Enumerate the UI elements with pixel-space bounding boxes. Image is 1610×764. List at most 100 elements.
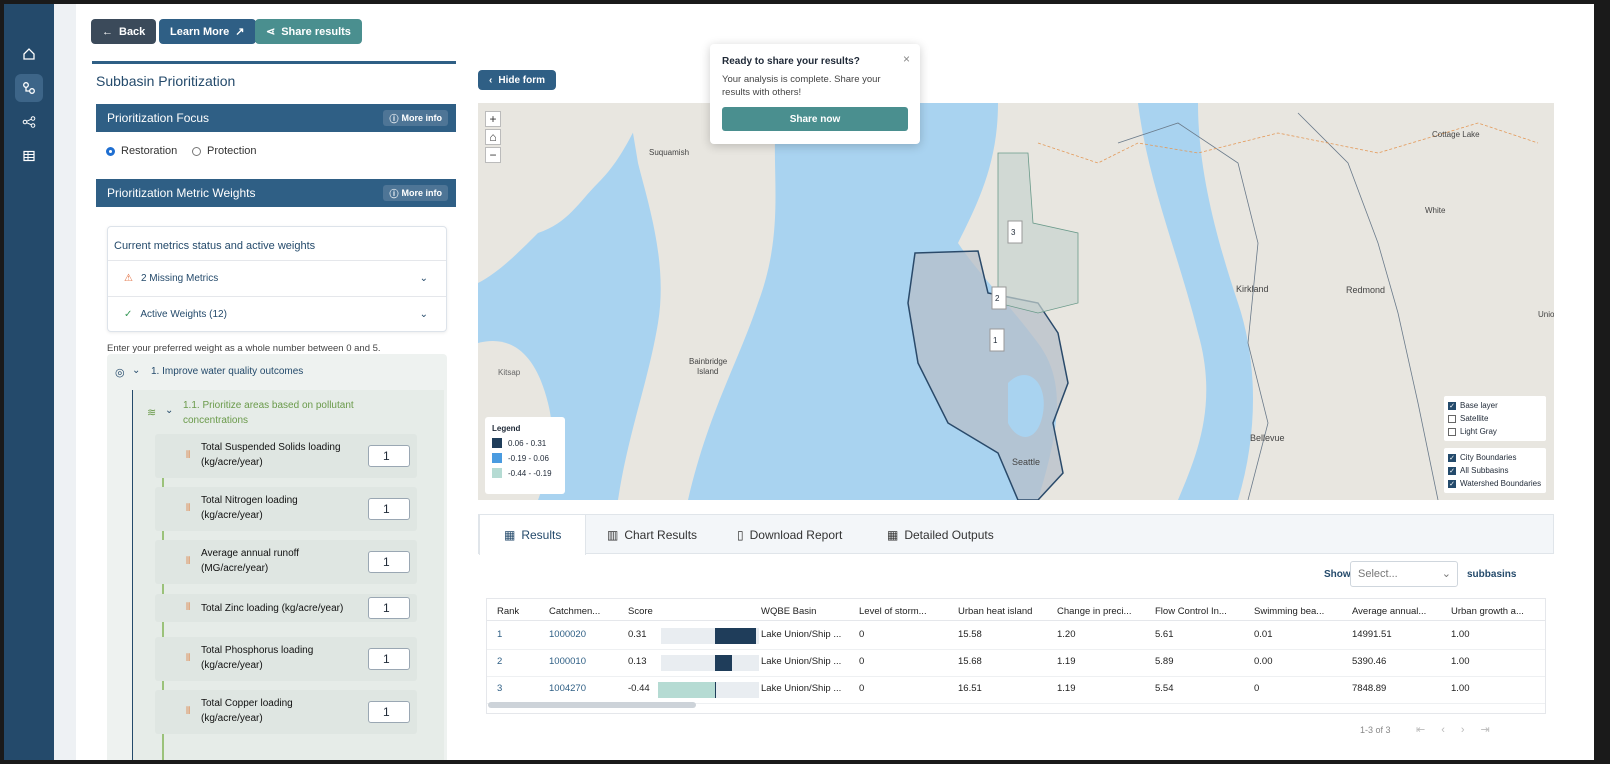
- popup-title: Ready to share your results?: [722, 56, 860, 67]
- table-cell: 5.61: [1155, 629, 1174, 640]
- column-header[interactable]: WQBE Basin: [761, 606, 817, 617]
- horizontal-scrollbar[interactable]: [488, 702, 696, 708]
- rows-select[interactable]: Select... ⌄: [1350, 561, 1458, 587]
- checkbox[interactable]: [1448, 427, 1456, 436]
- back-button[interactable]: ← Back: [91, 19, 157, 44]
- column-header[interactable]: Score: [628, 606, 653, 617]
- chevron-down-icon[interactable]: ⌄: [165, 405, 174, 416]
- tab-download-report[interactable]: ▯ Download Report: [737, 528, 843, 542]
- checkbox[interactable]: ✓: [1448, 479, 1456, 488]
- checkbox[interactable]: ✓: [1448, 466, 1456, 475]
- nav-rail: [4, 4, 54, 760]
- table-cell: 0.00: [1254, 656, 1273, 667]
- learn-more-button[interactable]: Learn More ↗: [159, 19, 256, 44]
- radio-protection-dot: [192, 146, 201, 156]
- weights-more-info-button[interactable]: ⓘ More info: [383, 185, 448, 201]
- share-results-button[interactable]: ⋖ Share results: [255, 19, 362, 44]
- layer-toggle[interactable]: ✓ All Subbasins: [1448, 466, 1509, 475]
- focus-more-info-button[interactable]: ⓘ More info: [383, 110, 448, 126]
- table-cell: Lake Union/Ship ...: [761, 683, 842, 694]
- column-header[interactable]: Level of storm...: [859, 606, 927, 617]
- radio-restoration[interactable]: Restoration: [106, 145, 177, 157]
- map-legend: Legend 0.06 - 0.31 -0.19 - 0.06 -0.44 - -0…: [485, 417, 565, 494]
- score-zero-line: [715, 628, 716, 644]
- column-header[interactable]: Flow Control In...: [1155, 606, 1227, 617]
- table-cell: 15.58: [958, 629, 982, 640]
- chevron-left-icon: ‹: [489, 74, 493, 86]
- prioritization-focus-header: Prioritization Focus ⓘ More info: [96, 104, 456, 132]
- metric-weight-input[interactable]: 1: [368, 648, 410, 670]
- table-row[interactable]: 1 1000020 0.31 Lake Union/Ship ... 0 15.58 1.2…: [487, 623, 1545, 650]
- missing-metrics-row[interactable]: ⚠ 2 Missing Metrics ⌄: [108, 260, 446, 296]
- home-icon[interactable]: [15, 40, 43, 68]
- network-icon[interactable]: [15, 108, 43, 136]
- tab-results[interactable]: ▦ Results: [479, 515, 587, 555]
- metric-weight-input[interactable]: 1: [368, 498, 410, 520]
- share-now-button[interactable]: Share now: [722, 107, 908, 131]
- map-canvas: [478, 103, 1554, 500]
- map[interactable]: 3 2 1 Suquamish Bainbridge Island Kitsap…: [478, 103, 1554, 500]
- score-bar: [661, 655, 759, 671]
- catchment-link[interactable]: 1000020: [549, 629, 586, 640]
- hide-form-button[interactable]: ‹ Hide form: [478, 70, 557, 90]
- checkbox[interactable]: ✓: [1448, 453, 1456, 462]
- pagination-controls[interactable]: ⇤‹›⇥: [1416, 724, 1506, 736]
- table-cell: -0.44: [628, 683, 650, 694]
- tab-detailed-outputs[interactable]: ▦ Detailed Outputs: [887, 528, 994, 542]
- score-bar-fill: [715, 655, 732, 671]
- table-cell: 5.54: [1155, 683, 1174, 694]
- column-header[interactable]: Rank: [497, 606, 520, 617]
- bar-chart-icon: ⫴: [186, 653, 191, 664]
- rank-cell[interactable]: 3: [497, 683, 503, 694]
- table-cell: 5390.46: [1352, 656, 1387, 667]
- map-marker-2[interactable]: 2: [995, 294, 1000, 303]
- legend-item: 0.06 - 0.31: [492, 438, 558, 448]
- layer-toggle[interactable]: ✓ Base layer: [1448, 401, 1498, 410]
- chevron-down-icon: ⌄: [419, 273, 428, 284]
- external-link-icon: ↗: [235, 26, 245, 38]
- metric-row: ⫴ Total Phosphorus loading (kg/acre/year) 1: [155, 637, 417, 681]
- chevron-down-icon[interactable]: ⌄: [132, 365, 141, 376]
- catchment-link[interactable]: 1004270: [549, 683, 586, 694]
- close-icon[interactable]: ×: [902, 52, 910, 66]
- rank-cell[interactable]: 1: [497, 629, 503, 640]
- active-weights-row[interactable]: ✓ Active Weights (12) ⌄: [108, 296, 446, 332]
- metric-weight-input[interactable]: 1: [368, 445, 410, 467]
- checkbox[interactable]: [1448, 414, 1456, 423]
- column-header[interactable]: Swimming bea...: [1254, 606, 1325, 617]
- file-icon: ▯: [737, 528, 744, 542]
- layer-toggle[interactable]: ✓ Watershed Boundaries: [1448, 479, 1542, 488]
- layer-toggle[interactable]: Satellite: [1448, 412, 1542, 425]
- zoom-in-button[interactable]: +: [485, 111, 501, 127]
- zoom-out-button[interactable]: −: [485, 147, 501, 163]
- column-header[interactable]: Urban growth a...: [1451, 606, 1524, 617]
- catchment-link[interactable]: 1000010: [549, 656, 586, 667]
- metric-weight-input[interactable]: 1: [368, 551, 410, 573]
- results-tabs: ▦ Results ▥ Chart Results ▯ Download Report…: [478, 514, 1554, 555]
- column-header[interactable]: Catchmen...: [549, 606, 601, 617]
- map-marker-1[interactable]: 1: [993, 336, 998, 345]
- column-header[interactable]: Average annual...: [1352, 606, 1427, 617]
- column-header[interactable]: Change in preci...: [1057, 606, 1132, 617]
- table-row[interactable]: 2 1000010 0.13 Lake Union/Ship ... 0 15.68 1.1…: [487, 650, 1545, 677]
- radio-protection[interactable]: Protection: [192, 145, 257, 157]
- table-row[interactable]: 3 1004270 -0.44 Lake Union/Ship ... 0 16.51 1.…: [487, 677, 1545, 704]
- home-view-button[interactable]: ⌂: [485, 129, 501, 145]
- table-cell: Lake Union/Ship ...: [761, 629, 842, 640]
- rank-cell[interactable]: 2: [497, 656, 503, 667]
- tab-chart-results[interactable]: ▥ Chart Results: [607, 528, 698, 542]
- layer-toggle[interactable]: ✓ City Boundaries: [1448, 453, 1517, 462]
- metric-weight-input[interactable]: 1: [368, 597, 410, 619]
- metric-weight-input[interactable]: 1: [368, 701, 410, 723]
- metric-row: ⫴ Average annual runoff (MG/acre/year) 1: [155, 540, 417, 584]
- table-icon: ▦: [887, 528, 899, 542]
- bar-chart-icon: ⫴: [186, 450, 191, 461]
- prioritization-icon[interactable]: [15, 74, 43, 102]
- table-icon[interactable]: [15, 142, 43, 170]
- layer-toggle[interactable]: Light Gray: [1448, 425, 1542, 438]
- checkbox[interactable]: ✓: [1448, 401, 1456, 410]
- map-marker-3[interactable]: 3: [1011, 228, 1016, 237]
- column-header[interactable]: Urban heat island: [958, 606, 1033, 617]
- table-cell: 1.00: [1451, 656, 1470, 667]
- panel-title: Subbasin Prioritization: [96, 73, 236, 89]
